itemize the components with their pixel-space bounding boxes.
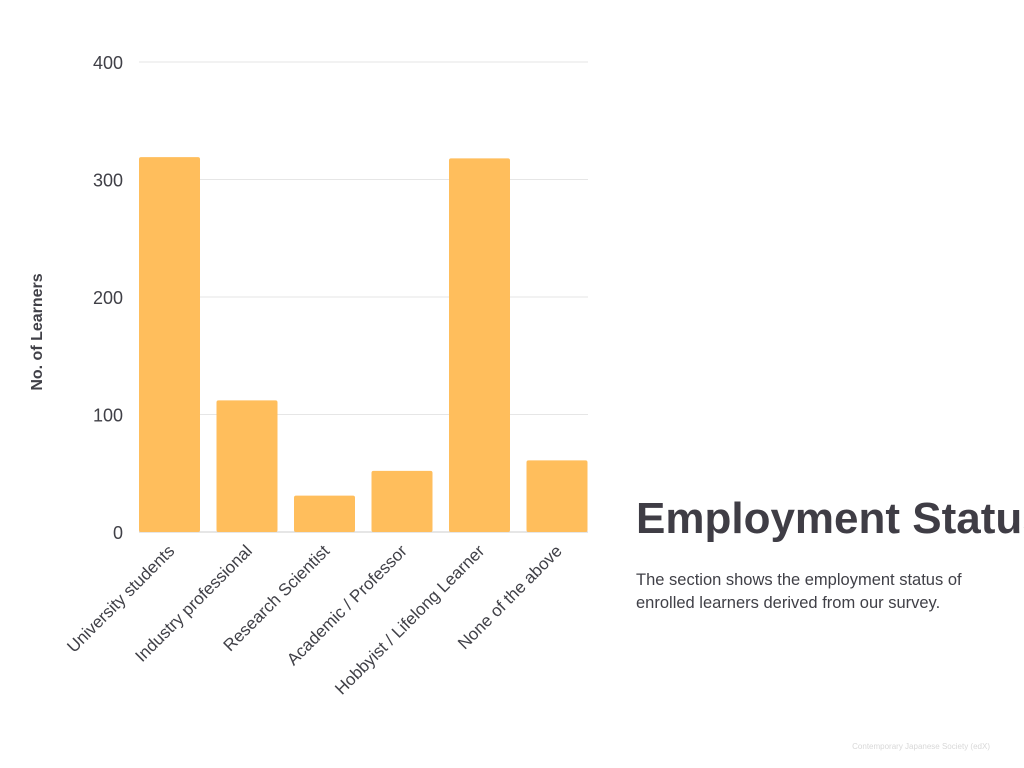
y-tick-label: 400 [93, 53, 123, 73]
chart-description: The section shows the employment status … [636, 571, 962, 612]
y-tick-label: 0 [113, 523, 123, 543]
y-tick-label: 300 [93, 171, 123, 191]
bar [216, 400, 278, 532]
y-axis-label: No. of Learners [29, 273, 46, 390]
footer-credit: Contemporary Japanese Society (edX) [852, 742, 990, 751]
bar [139, 157, 200, 533]
y-tick-label: 200 [93, 288, 123, 308]
x-tick-label: Hobbyist / Lifelong Learner [331, 541, 488, 698]
bar [449, 158, 510, 532]
chart-title: Employment Status [636, 494, 1024, 543]
bar [294, 495, 355, 532]
y-tick-label: 100 [93, 406, 123, 426]
bar [526, 460, 588, 532]
bar [371, 470, 433, 532]
